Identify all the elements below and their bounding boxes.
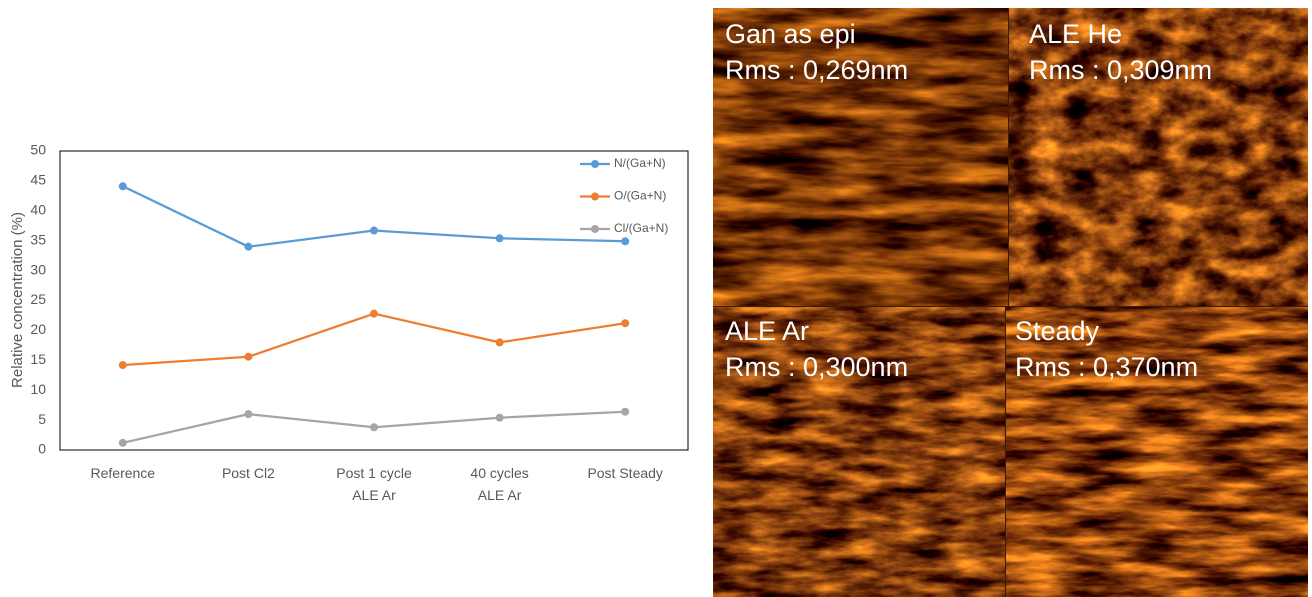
afm-images: Gan as epi Rms : 0,269nm ALE He Rms : 0,… bbox=[713, 8, 1308, 597]
data-point bbox=[118, 182, 127, 191]
y-tick-label: 40 bbox=[30, 202, 46, 218]
y-tick-label: 50 bbox=[30, 142, 46, 158]
data-point bbox=[370, 423, 378, 432]
image-title: Steady bbox=[1015, 316, 1100, 346]
y-axis-title: Relative concentration (%) bbox=[9, 212, 26, 388]
y-tick-label: 5 bbox=[38, 411, 46, 427]
series-line bbox=[122, 312, 626, 367]
image-title: ALE He bbox=[1029, 19, 1122, 49]
afm-image bbox=[1006, 307, 1308, 597]
y-tick-label: 30 bbox=[30, 261, 46, 277]
x-tick-label: Post Cl2 bbox=[222, 465, 275, 481]
image-title: ALE Ar bbox=[725, 316, 809, 346]
x-tick-label: Reference bbox=[91, 465, 156, 481]
image-rms: Rms : 0,300nm bbox=[725, 352, 908, 382]
data-point bbox=[244, 242, 253, 251]
y-tick-label: 25 bbox=[30, 291, 46, 307]
y-tick-label: 35 bbox=[30, 231, 46, 247]
data-point bbox=[118, 438, 127, 447]
data-point bbox=[621, 319, 630, 328]
y-tick-label: 15 bbox=[30, 351, 46, 367]
legend-label: Cl/(Ga+N) bbox=[614, 221, 668, 235]
afm-image bbox=[713, 8, 1008, 306]
data-point bbox=[244, 352, 253, 361]
image-rms: Rms : 0,269nm bbox=[725, 55, 908, 85]
legend-marker bbox=[591, 160, 599, 168]
x-tick-label: Post 1 cycle ALE Ar bbox=[336, 465, 412, 503]
series-line bbox=[122, 185, 626, 248]
image-title: Gan as epi bbox=[725, 19, 856, 49]
y-tick-label: 45 bbox=[30, 172, 46, 188]
x-tick-label: Post Steady bbox=[587, 465, 663, 481]
afm-image bbox=[1009, 8, 1308, 306]
data-point bbox=[495, 413, 504, 422]
plot-frame bbox=[59, 150, 689, 451]
data-point bbox=[495, 338, 504, 347]
data-point bbox=[370, 309, 378, 318]
legend-marker bbox=[591, 225, 599, 233]
y-tick-label: 20 bbox=[30, 321, 46, 337]
data-point bbox=[244, 410, 253, 419]
data-point bbox=[118, 361, 127, 370]
image-rms: Rms : 0,370nm bbox=[1015, 352, 1198, 382]
data-point bbox=[495, 234, 504, 243]
x-tick-label: 40 cycles ALE Ar bbox=[470, 465, 528, 503]
legend-marker bbox=[591, 192, 599, 201]
y-tick-label: 10 bbox=[30, 381, 46, 397]
legend-label: N/(Ga+N) bbox=[614, 156, 666, 170]
data-point bbox=[621, 237, 630, 246]
image-rms: Rms : 0,309nm bbox=[1029, 55, 1212, 85]
legend-label: O/(Ga+N) bbox=[614, 189, 666, 203]
afm-image bbox=[713, 307, 1005, 597]
data-point bbox=[370, 226, 378, 235]
y-tick-label: 0 bbox=[38, 441, 46, 457]
data-point bbox=[621, 407, 630, 416]
